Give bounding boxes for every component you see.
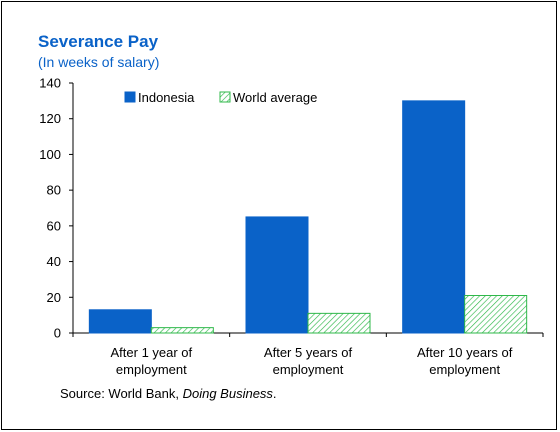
y-tick-label: 60 — [47, 218, 61, 233]
y-tick-label: 140 — [39, 76, 61, 91]
y-tick-label: 40 — [47, 254, 61, 269]
bar-world-average — [307, 312, 371, 334]
legend-label: Indonesia — [138, 90, 195, 105]
x-tick-label: After 1 year of employment — [111, 345, 193, 377]
bar-indonesia — [245, 216, 309, 334]
x-tick-label: After 10 years of employment — [417, 345, 513, 377]
y-tick-label: 0 — [54, 326, 61, 341]
source-publication: Doing Business — [182, 386, 273, 401]
source-prefix: Source: World Bank, — [60, 386, 183, 401]
legend-swatch — [219, 91, 231, 103]
legend-label: World average — [233, 90, 317, 105]
bar-world-average — [150, 327, 214, 334]
y-tick-label: 120 — [39, 111, 61, 126]
bar-indonesia — [402, 100, 466, 334]
y-tick-label: 20 — [47, 290, 61, 305]
chart-subtitle: (In weeks of salary) — [38, 54, 160, 70]
y-tick-label: 80 — [47, 183, 61, 198]
bar-world-average — [464, 295, 528, 334]
x-tick-label: After 5 years of employment — [264, 345, 353, 377]
source-note: Source: World Bank, Doing Business. — [60, 386, 277, 401]
legend-swatch — [124, 91, 136, 103]
y-tick-label: 100 — [39, 147, 61, 162]
chart-title: Severance Pay — [38, 32, 159, 51]
bar-indonesia — [88, 309, 152, 334]
source-suffix: . — [272, 386, 277, 401]
